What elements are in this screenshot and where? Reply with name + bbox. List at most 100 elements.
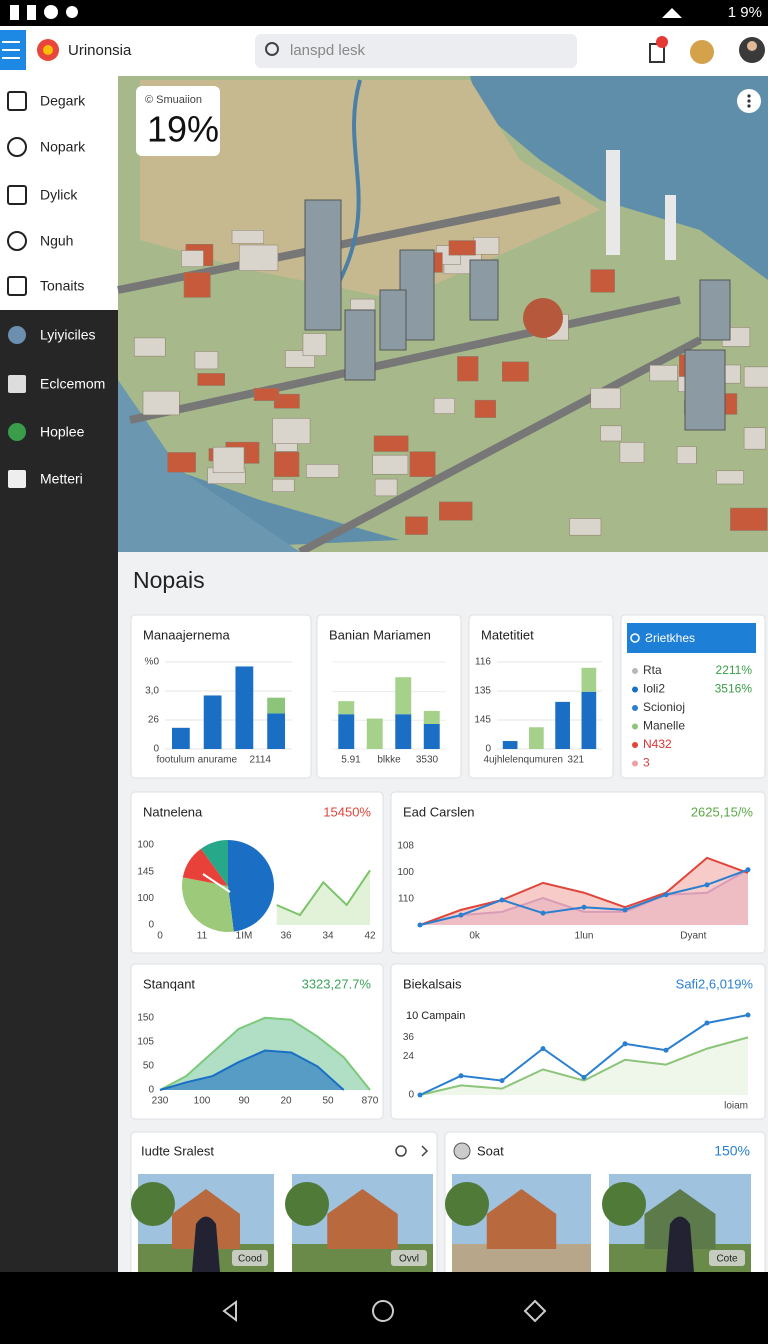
- building: [743, 366, 768, 388]
- x-tick-label: 34: [322, 931, 334, 942]
- bar: [235, 666, 254, 749]
- y-tick-label: 0: [148, 920, 154, 931]
- point: [417, 1092, 423, 1098]
- gallery-title: Soat: [477, 1143, 504, 1158]
- sidebar-icon[interactable]: [8, 423, 26, 441]
- bar: [366, 718, 383, 749]
- water: [118, 380, 300, 552]
- gallery-title: Iudte Sralest: [141, 1143, 214, 1158]
- y-tick-label: 110: [398, 893, 414, 904]
- photo-tree: [285, 1182, 329, 1226]
- x-tick-label: 90: [238, 1096, 250, 1107]
- sidebar-item[interactable]: Nopark: [40, 139, 86, 155]
- legend-dot: [632, 686, 638, 693]
- building: [473, 236, 500, 255]
- sidebar-item[interactable]: Degark: [40, 93, 86, 109]
- sidebar-icon[interactable]: [7, 185, 27, 205]
- sidebar-icon[interactable]: [8, 470, 26, 488]
- photo-tree: [445, 1182, 489, 1226]
- y-tick-label: 145: [137, 866, 154, 877]
- bar: [581, 667, 597, 692]
- building: [501, 361, 529, 382]
- legend-title: Ƨrietkhes: [645, 631, 695, 645]
- point: [499, 897, 505, 903]
- legend-dot: [632, 723, 638, 730]
- sidebar-item[interactable]: Hoplee: [40, 424, 85, 440]
- building: [306, 464, 340, 478]
- sidebar-icon[interactable]: [7, 231, 27, 251]
- sidebar-icon[interactable]: [8, 326, 26, 344]
- sidebar-item[interactable]: Nguh: [40, 233, 73, 249]
- gallery-search[interactable]: [395, 1145, 407, 1157]
- point: [745, 1012, 751, 1018]
- sidebar-icon[interactable]: [8, 375, 26, 393]
- area: [160, 1050, 344, 1090]
- bar: [267, 697, 286, 714]
- card-title: Natnelena: [143, 804, 203, 819]
- y-tick-label: 50: [143, 1061, 155, 1072]
- building: [183, 272, 211, 298]
- building: [374, 478, 398, 497]
- nav-recent[interactable]: [523, 1299, 547, 1323]
- sidebar-item[interactable]: Dylick: [40, 187, 78, 203]
- x-tick-label: 2114: [249, 755, 271, 766]
- avatar-small[interactable]: [690, 40, 714, 64]
- photo-tag: [232, 1250, 268, 1266]
- sidebar-item[interactable]: Tonaits: [40, 278, 84, 294]
- sidebar-bottom: [0, 310, 118, 1272]
- gallery-next[interactable]: [421, 1145, 429, 1157]
- app-title: Urinonsia: [68, 42, 132, 59]
- map-overlay-card: [136, 86, 220, 156]
- card-title: Stanqant: [143, 976, 195, 991]
- chart-note: 10 Campain: [406, 1010, 465, 1022]
- bar: [395, 677, 412, 715]
- point: [663, 1047, 669, 1053]
- building: [569, 518, 602, 536]
- legend-dot: [632, 705, 638, 711]
- nav-back[interactable]: [222, 1300, 237, 1322]
- line: [159, 1016, 371, 1091]
- sidebar-item[interactable]: Eclcemom: [40, 376, 105, 392]
- building: [743, 427, 766, 450]
- y-tick-label: 108: [397, 841, 414, 852]
- x-tick-label: 4ujhlelenqumuren: [483, 755, 563, 766]
- nav-home[interactable]: [372, 1300, 394, 1322]
- x-tick-label: 42: [364, 931, 376, 942]
- sidebar-icon[interactable]: [7, 137, 27, 157]
- tower: [699, 279, 731, 341]
- search-icon: [265, 42, 279, 56]
- pie-needle: [202, 873, 231, 893]
- search-box[interactable]: [255, 34, 577, 68]
- photo-building: [486, 1189, 557, 1249]
- nav-bar: [0, 1272, 768, 1344]
- card: [468, 614, 614, 779]
- x-tick-label: loiam: [724, 1101, 748, 1112]
- x-tick-label: 36: [280, 931, 292, 942]
- x-tick-label: 1lun: [575, 931, 594, 942]
- point: [704, 1020, 710, 1026]
- point: [540, 910, 546, 916]
- building: [253, 388, 280, 401]
- point: [417, 922, 423, 928]
- building: [730, 507, 768, 531]
- x-tick-label: 230: [152, 1096, 169, 1107]
- sidebar-icon[interactable]: [7, 91, 27, 111]
- gallery-value: 150%: [714, 1143, 750, 1159]
- card-value: 15450%: [323, 804, 371, 819]
- sidebar-item[interactable]: Lyiyiciles: [40, 327, 96, 343]
- sidebar-icon[interactable]: [7, 276, 27, 296]
- legend-name: Manelle: [643, 719, 685, 733]
- y-tick-label: 24: [403, 1051, 415, 1062]
- photo-person: [666, 1216, 694, 1272]
- photo-tag: [709, 1250, 745, 1266]
- sidebar-item[interactable]: Metteri: [40, 471, 83, 487]
- point: [663, 892, 669, 898]
- x-tick-label: 0k: [469, 931, 481, 942]
- x-tick-label: 5.91: [341, 755, 361, 766]
- minaret: [665, 195, 676, 260]
- y-tick-label: 0: [485, 744, 491, 755]
- gallery-icon: [453, 1142, 471, 1160]
- building: [676, 446, 697, 464]
- legend-dot: [632, 760, 638, 767]
- search-placeholder: lanspd lesk: [290, 42, 366, 59]
